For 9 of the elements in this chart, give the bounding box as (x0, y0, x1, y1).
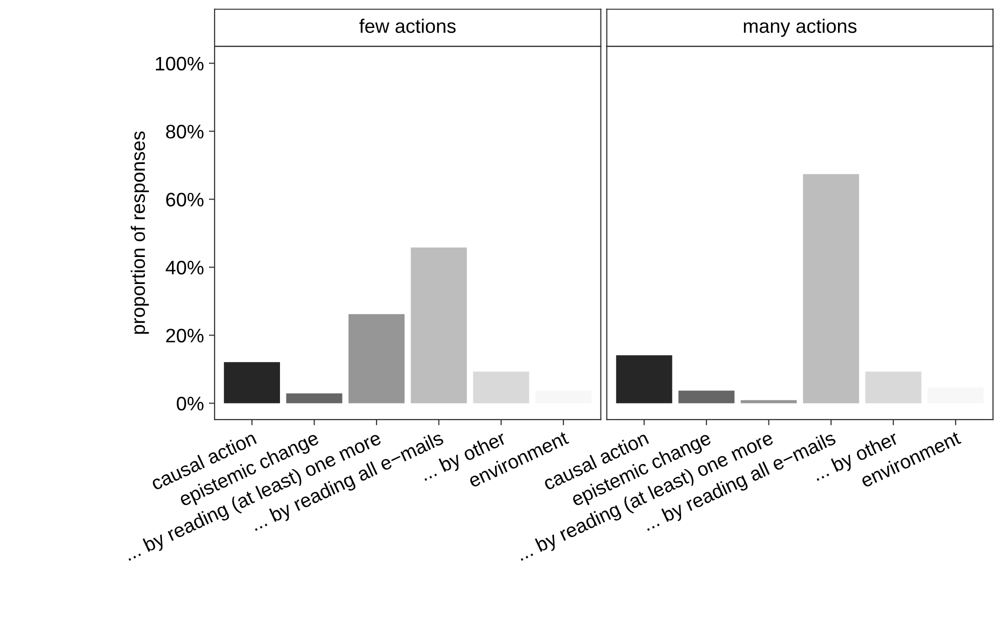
y-tick-label: 20% (166, 328, 204, 342)
chart-title: few actions (359, 18, 456, 33)
y-axis-title: proportion of responses (130, 131, 149, 334)
y-tick-label: 80% (166, 124, 204, 139)
chart-title: many actions (744, 18, 856, 37)
y-tick-label: 40% (166, 260, 204, 274)
y-tick-label: 60% (166, 192, 204, 206)
y-tick-label: 100% (156, 56, 204, 71)
y-tick-label: 0% (176, 396, 204, 410)
